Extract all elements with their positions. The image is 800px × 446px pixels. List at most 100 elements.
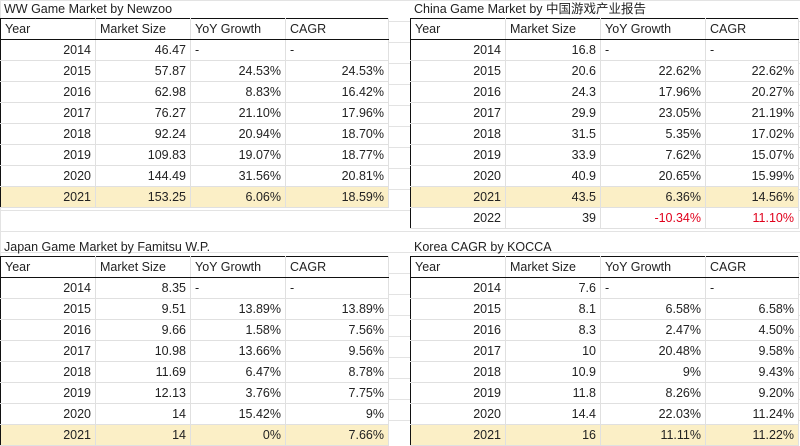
- header-year[interactable]: Year: [0, 256, 96, 278]
- year-cell[interactable]: 2014: [410, 277, 506, 299]
- yoy-growth-cell[interactable]: 7.62%: [600, 144, 706, 166]
- yoy-growth-cell[interactable]: 31.56%: [190, 165, 286, 187]
- market-size-cell[interactable]: 43.5: [505, 186, 601, 208]
- year-cell[interactable]: 2018: [410, 361, 506, 383]
- yoy-growth-cell[interactable]: -: [600, 39, 706, 61]
- yoy-growth-cell[interactable]: 6.58%: [600, 298, 706, 320]
- year-cell[interactable]: 2017: [0, 340, 96, 362]
- year-cell[interactable]: 2021: [410, 186, 506, 208]
- header-yoy-growth[interactable]: YoY Growth: [190, 18, 286, 40]
- year-cell[interactable]: 2014: [410, 39, 506, 61]
- yoy-growth-cell[interactable]: -: [190, 39, 286, 61]
- market-size-cell[interactable]: 14: [95, 403, 191, 425]
- year-cell[interactable]: 2019: [0, 144, 96, 166]
- year-cell[interactable]: 2015: [410, 298, 506, 320]
- yoy-growth-cell[interactable]: 5.35%: [600, 123, 706, 145]
- cagr-cell[interactable]: 18.59%: [285, 186, 389, 208]
- market-size-cell[interactable]: 9.66: [95, 319, 191, 341]
- market-size-cell[interactable]: 16.8: [505, 39, 601, 61]
- market-size-cell[interactable]: 62.98: [95, 81, 191, 103]
- header-cagr[interactable]: CAGR: [705, 256, 799, 278]
- year-cell[interactable]: 2017: [0, 102, 96, 124]
- market-size-cell[interactable]: 109.83: [95, 144, 191, 166]
- market-size-cell[interactable]: 7.6: [505, 277, 601, 299]
- market-size-cell[interactable]: 144.49: [95, 165, 191, 187]
- cagr-cell[interactable]: 11.24%: [705, 403, 799, 425]
- year-cell[interactable]: 2015: [0, 60, 96, 82]
- yoy-growth-cell[interactable]: -: [190, 277, 286, 299]
- yoy-growth-cell[interactable]: 0%: [190, 424, 286, 446]
- header-market-size[interactable]: Market Size: [95, 18, 191, 40]
- cagr-cell[interactable]: 17.02%: [705, 123, 799, 145]
- cagr-cell[interactable]: 16.42%: [285, 81, 389, 103]
- yoy-growth-cell[interactable]: 15.42%: [190, 403, 286, 425]
- cagr-cell[interactable]: 11.10%: [705, 207, 799, 229]
- year-cell[interactable]: 2016: [0, 81, 96, 103]
- year-cell[interactable]: 2015: [410, 60, 506, 82]
- cagr-cell[interactable]: 9%: [285, 403, 389, 425]
- yoy-growth-cell[interactable]: 22.03%: [600, 403, 706, 425]
- year-cell[interactable]: 2019: [410, 382, 506, 404]
- cagr-cell[interactable]: 4.50%: [705, 319, 799, 341]
- yoy-growth-cell[interactable]: 13.66%: [190, 340, 286, 362]
- yoy-growth-cell[interactable]: 22.62%: [600, 60, 706, 82]
- yoy-growth-cell[interactable]: 11.11%: [600, 424, 706, 446]
- yoy-growth-cell[interactable]: 23.05%: [600, 102, 706, 124]
- market-size-cell[interactable]: 10.9: [505, 361, 601, 383]
- cagr-cell[interactable]: 17.96%: [285, 102, 389, 124]
- header-market-size[interactable]: Market Size: [505, 256, 601, 278]
- market-size-cell[interactable]: 11.8: [505, 382, 601, 404]
- cagr-cell[interactable]: -: [285, 277, 389, 299]
- market-size-cell[interactable]: 29.9: [505, 102, 601, 124]
- cagr-cell[interactable]: 14.56%: [705, 186, 799, 208]
- market-size-cell[interactable]: 12.13: [95, 382, 191, 404]
- market-size-cell[interactable]: 40.9: [505, 165, 601, 187]
- market-size-cell[interactable]: 10: [505, 340, 601, 362]
- header-year[interactable]: Year: [0, 18, 96, 40]
- cagr-cell[interactable]: 9.43%: [705, 361, 799, 383]
- cagr-cell[interactable]: 18.70%: [285, 123, 389, 145]
- cagr-cell[interactable]: 20.27%: [705, 81, 799, 103]
- yoy-growth-cell[interactable]: 24.53%: [190, 60, 286, 82]
- yoy-growth-cell[interactable]: 17.96%: [600, 81, 706, 103]
- cagr-cell[interactable]: -: [285, 39, 389, 61]
- year-cell[interactable]: 2020: [410, 165, 506, 187]
- market-size-cell[interactable]: 8.3: [505, 319, 601, 341]
- market-size-cell[interactable]: 8.35: [95, 277, 191, 299]
- cagr-cell[interactable]: 18.77%: [285, 144, 389, 166]
- year-cell[interactable]: 2017: [410, 340, 506, 362]
- yoy-growth-cell[interactable]: 8.26%: [600, 382, 706, 404]
- yoy-growth-cell[interactable]: -: [600, 277, 706, 299]
- market-size-cell[interactable]: 16: [505, 424, 601, 446]
- header-year[interactable]: Year: [410, 18, 506, 40]
- market-size-cell[interactable]: 9.51: [95, 298, 191, 320]
- market-size-cell[interactable]: 8.1: [505, 298, 601, 320]
- yoy-growth-cell[interactable]: 6.36%: [600, 186, 706, 208]
- market-size-cell[interactable]: 76.27: [95, 102, 191, 124]
- year-cell[interactable]: 2017: [410, 102, 506, 124]
- market-size-cell[interactable]: 92.24: [95, 123, 191, 145]
- year-cell[interactable]: 2021: [0, 186, 96, 208]
- year-cell[interactable]: 2018: [0, 361, 96, 383]
- cagr-cell[interactable]: 24.53%: [285, 60, 389, 82]
- year-cell[interactable]: 2014: [0, 39, 96, 61]
- yoy-growth-cell[interactable]: 19.07%: [190, 144, 286, 166]
- market-size-cell[interactable]: 153.25: [95, 186, 191, 208]
- header-cagr[interactable]: CAGR: [705, 18, 799, 40]
- cagr-cell[interactable]: 6.58%: [705, 298, 799, 320]
- year-cell[interactable]: 2021: [410, 424, 506, 446]
- yoy-growth-cell[interactable]: 20.65%: [600, 165, 706, 187]
- market-size-cell[interactable]: 14: [95, 424, 191, 446]
- yoy-growth-cell[interactable]: 13.89%: [190, 298, 286, 320]
- year-cell[interactable]: 2014: [0, 277, 96, 299]
- year-cell[interactable]: 2019: [0, 382, 96, 404]
- yoy-growth-cell[interactable]: 9%: [600, 361, 706, 383]
- cagr-cell[interactable]: 13.89%: [285, 298, 389, 320]
- yoy-growth-cell[interactable]: 6.06%: [190, 186, 286, 208]
- market-size-cell[interactable]: 24.3: [505, 81, 601, 103]
- cagr-cell[interactable]: 15.07%: [705, 144, 799, 166]
- cagr-cell[interactable]: -: [705, 39, 799, 61]
- market-size-cell[interactable]: 20.6: [505, 60, 601, 82]
- cagr-cell[interactable]: 20.81%: [285, 165, 389, 187]
- cagr-cell[interactable]: 9.58%: [705, 340, 799, 362]
